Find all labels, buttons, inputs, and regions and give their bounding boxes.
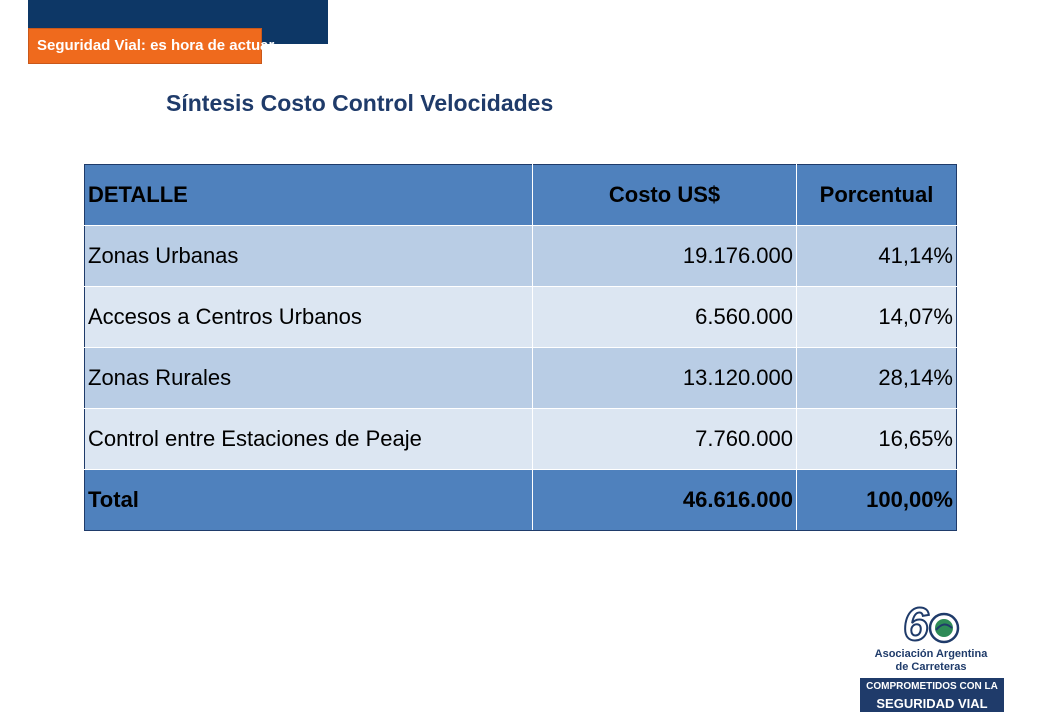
org-name-line-2: de Carreteras — [895, 661, 967, 673]
cell-porcentual: 14,07% — [796, 286, 957, 348]
total-label: Total — [84, 469, 533, 531]
cell-detalle: Accesos a Centros Urbanos — [84, 286, 533, 348]
total-porcentual: 100,00% — [796, 469, 957, 531]
org-name-line-1: Asociación Argentina — [874, 648, 988, 660]
table-total-row: Total 46.616.000 100,00% — [84, 469, 957, 531]
column-header-costo: Costo US$ — [532, 164, 797, 226]
tagline-line-1: COMPROMETIDOS CON LA — [860, 678, 1004, 695]
cell-costo: 13.120.000 — [532, 347, 797, 409]
cell-costo: 19.176.000 — [532, 225, 797, 287]
total-costo: 46.616.000 — [532, 469, 797, 531]
table-row: Zonas Urbanas 19.176.000 41,14% — [84, 225, 957, 287]
cost-summary-table: DETALLE Costo US$ Porcentual Zonas Urban… — [84, 164, 957, 531]
cell-porcentual: 28,14% — [796, 347, 957, 409]
page-title: Síntesis Costo Control Velocidades — [166, 90, 554, 116]
cell-detalle: Control entre Estaciones de Peaje — [84, 408, 533, 470]
table-row: Accesos a Centros Urbanos 6.560.000 14,0… — [84, 286, 957, 348]
cell-detalle: Zonas Rurales — [84, 347, 533, 409]
anniversary-six: 6 — [903, 598, 929, 648]
cell-costo: 7.760.000 — [532, 408, 797, 470]
table-row: Control entre Estaciones de Peaje 7.760.… — [84, 408, 957, 470]
aac-logo: 6 Asociación Argentina de Carreteras COM… — [858, 598, 1008, 716]
column-header-detalle: DETALLE — [84, 164, 533, 226]
slogan-banner: Seguridad Vial: es hora de actuar — [28, 28, 274, 64]
table-header-row: DETALLE Costo US$ Porcentual — [84, 164, 957, 226]
cell-porcentual: 16,65% — [796, 408, 957, 470]
tagline-line-2: SEGURIDAD VIAL — [860, 695, 1004, 712]
table-row: Zonas Rurales 13.120.000 28,14% — [84, 347, 957, 409]
column-header-porcentual: Porcentual — [796, 164, 957, 226]
cell-porcentual: 41,14% — [796, 225, 957, 287]
cell-detalle: Zonas Urbanas — [84, 225, 533, 287]
sixty-anniversary-icon: 6 — [902, 598, 960, 648]
cell-costo: 6.560.000 — [532, 286, 797, 348]
